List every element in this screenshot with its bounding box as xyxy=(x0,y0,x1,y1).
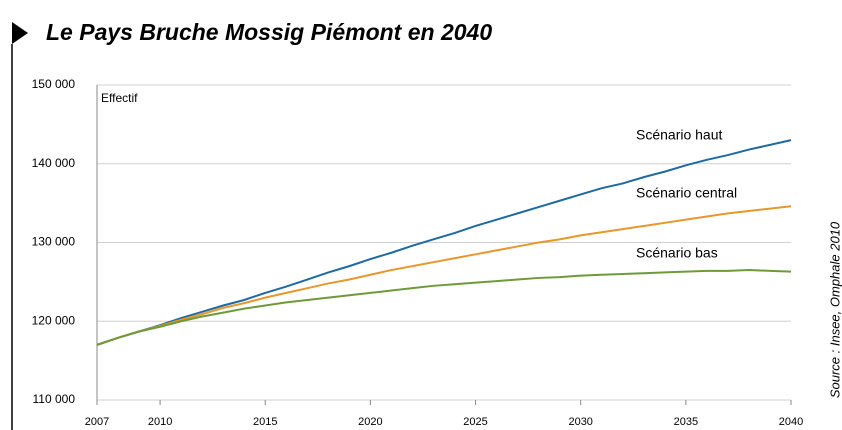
series-line xyxy=(96,139,792,346)
x-tick-label: 2025 xyxy=(463,416,487,428)
source: Source : Insee, Omphale 2010 xyxy=(827,221,842,398)
y-tick-label: 140 000 xyxy=(32,156,76,170)
x-tick-label: 2007 xyxy=(85,416,109,428)
series-label: Scénario central xyxy=(636,185,737,201)
x-tick-label: 2015 xyxy=(253,416,277,428)
y-tick-label: 120 000 xyxy=(32,313,76,327)
title-marker xyxy=(12,22,28,44)
chart-title: Le Pays Bruche Mossig Piémont en 2040 xyxy=(46,19,492,45)
series-line xyxy=(96,205,792,346)
y-tick-label: 130 000 xyxy=(32,235,76,249)
y-tick-label: 150 000 xyxy=(32,77,76,91)
series-label: Scénario bas xyxy=(636,245,718,261)
x-tick-label: 2040 xyxy=(779,416,803,428)
y-axis-label: Effectif xyxy=(101,91,138,105)
series-line xyxy=(96,269,792,346)
x-tick-label: 2020 xyxy=(358,416,382,428)
series-label: Scénario haut xyxy=(636,127,723,143)
x-tick-label: 2010 xyxy=(148,416,172,428)
y-tick-label: 110 000 xyxy=(33,392,76,406)
x-tick-label: 2035 xyxy=(674,416,698,428)
x-tick-label: 2030 xyxy=(568,416,592,428)
